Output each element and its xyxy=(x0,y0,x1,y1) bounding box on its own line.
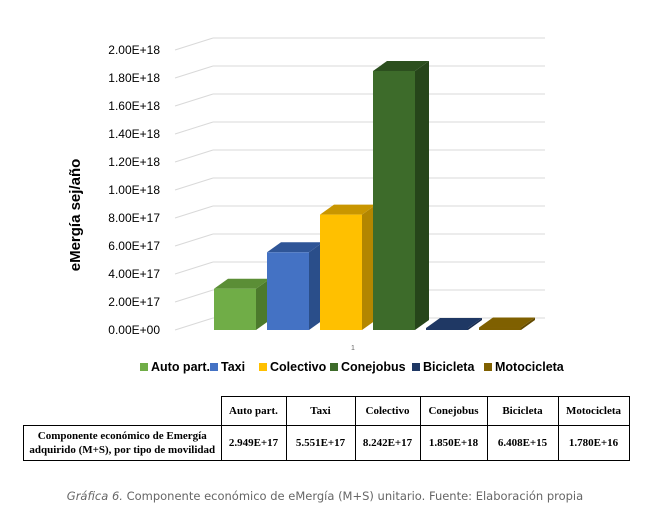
gridline-depth xyxy=(174,93,214,107)
table-header-cell: Auto part. xyxy=(220,396,287,426)
legend-label: Auto part. xyxy=(151,360,210,374)
table-header-cell: Motocicleta xyxy=(557,396,630,426)
bar-side xyxy=(415,61,429,330)
table-cell: 6.408E+15 xyxy=(486,425,559,461)
data-table: Auto part. Taxi Colectivo Conejobus Bici… xyxy=(23,396,630,461)
y-tick-label: 1.60E+18 xyxy=(108,99,160,113)
legend-swatch xyxy=(484,363,492,371)
gridline-depth xyxy=(174,289,214,303)
bar xyxy=(267,252,309,330)
bar-top xyxy=(214,278,270,289)
chart-legend: Auto part. Taxi Colectivo Conejobus Biciclet… xyxy=(140,360,565,374)
bar-top xyxy=(267,242,323,253)
bar-top xyxy=(426,318,482,328)
y-tick-label: 4.00E+17 xyxy=(108,267,160,281)
emergy-bar-chart: 0.00E+00 2.00E+17 4.00E+17 6.00E+17 8.00E+17… xyxy=(67,37,565,374)
bar-side xyxy=(468,318,482,330)
bar-series xyxy=(214,61,535,330)
bar xyxy=(320,214,362,330)
bar xyxy=(479,327,521,330)
bar-side xyxy=(309,242,323,330)
gridline-depth xyxy=(174,233,214,247)
gridline-depth xyxy=(174,121,214,135)
y-tick-label: 0.00E+00 xyxy=(108,323,160,337)
bar xyxy=(214,288,256,330)
gridline-depth xyxy=(174,65,214,79)
table-cell: 5.551E+17 xyxy=(285,425,356,461)
y-tick-label: 2.00E+18 xyxy=(108,43,160,57)
legend-swatch xyxy=(210,363,218,371)
table-header-cell: Colectivo xyxy=(354,396,421,426)
gridline-depth xyxy=(174,37,214,51)
y-tick-label: 2.00E+17 xyxy=(108,295,160,309)
table-cell: 1.850E+18 xyxy=(419,425,488,461)
table-cell: 1.780E+16 xyxy=(557,425,630,461)
x-category-tick: 1 xyxy=(351,345,355,352)
table-row-label: Componente económico de Emergía adquirid… xyxy=(23,425,222,461)
table-header-cell: Conejobus xyxy=(419,396,488,426)
caption-label: Gráfica 6. xyxy=(66,489,123,503)
bar-side xyxy=(256,278,270,330)
legend-label: Bicicleta xyxy=(423,360,475,374)
bar-side xyxy=(362,204,376,330)
figure-caption: Gráfica 6. Componente económico de eMerg… xyxy=(0,489,650,503)
y-tick-label: 1.00E+18 xyxy=(108,183,160,197)
gridline-depth xyxy=(174,205,214,219)
bar-top xyxy=(479,317,535,328)
bar-side xyxy=(521,317,535,330)
gridline-depth xyxy=(174,261,214,275)
table-header-row: Auto part. Taxi Colectivo Conejobus Bici… xyxy=(23,396,630,426)
legend-label: Colectivo xyxy=(270,360,327,374)
legend-label: Conejobus xyxy=(341,360,406,374)
bar-top xyxy=(373,61,429,71)
legend-label: Taxi xyxy=(221,360,245,374)
legend-swatch xyxy=(412,363,420,371)
table-header-cell: Taxi xyxy=(285,396,356,426)
gridline-depth xyxy=(174,177,214,191)
table-row: Componente económico de Emergía adquirid… xyxy=(23,425,630,461)
legend-swatch xyxy=(140,363,148,371)
y-tick-label: 1.20E+18 xyxy=(108,155,160,169)
bar-top xyxy=(320,204,376,215)
gridline-depth xyxy=(174,149,214,163)
caption-text: Componente económico de eMergía (M+S) un… xyxy=(122,489,584,503)
y-axis-tick-labels: 0.00E+00 2.00E+17 4.00E+17 6.00E+17 8.00E+17… xyxy=(108,43,160,337)
table-corner-cell xyxy=(23,396,222,426)
bar xyxy=(426,328,468,330)
y-tick-label: 1.80E+18 xyxy=(108,71,160,85)
legend-label: Motocicleta xyxy=(495,360,565,374)
table-header-cell: Bicicleta xyxy=(486,396,559,426)
y-tick-label: 8.00E+17 xyxy=(108,211,160,225)
bar xyxy=(373,71,415,330)
table-cell: 8.242E+17 xyxy=(354,425,421,461)
y-tick-label: 6.00E+17 xyxy=(108,239,160,253)
legend-swatch xyxy=(259,363,267,371)
table-cell: 2.949E+17 xyxy=(220,425,287,461)
y-axis-label: eMergía sej/año xyxy=(67,159,84,272)
gridline-depth xyxy=(174,317,214,331)
legend-swatch xyxy=(330,363,338,371)
y-tick-label: 1.40E+18 xyxy=(108,127,160,141)
